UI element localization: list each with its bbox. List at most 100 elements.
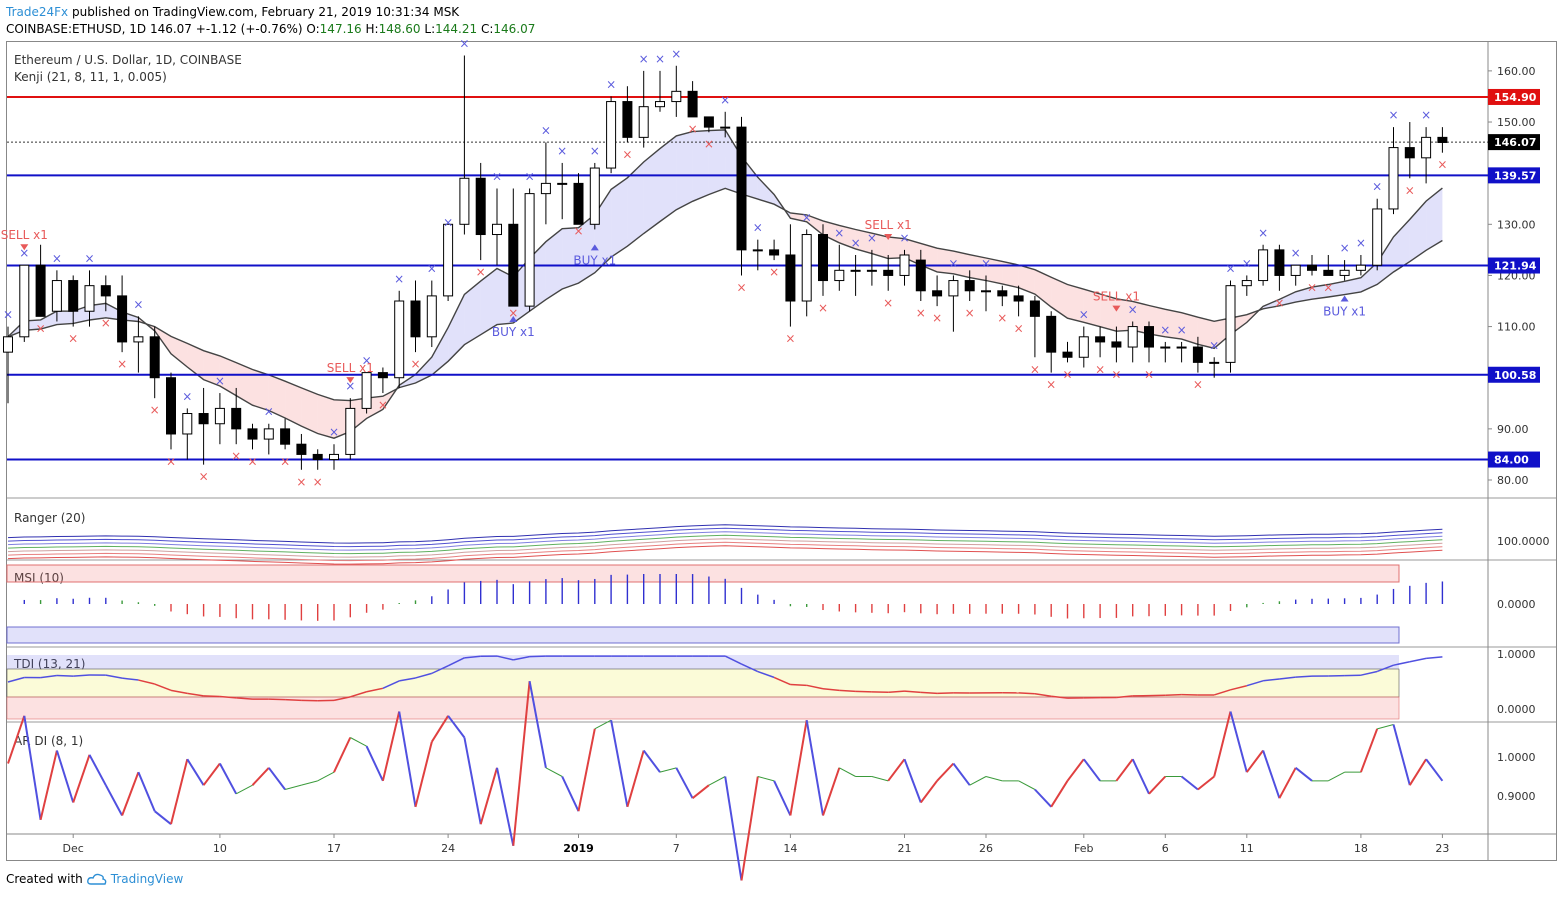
x-tick-label: 18 — [1354, 842, 1368, 855]
ardi-line-segment — [1246, 749, 1264, 773]
signal-x-marker: × — [476, 265, 486, 279]
close-label: C: — [480, 22, 494, 36]
publisher-name[interactable]: Trade24Fx — [6, 5, 69, 19]
kenji-band-fill — [187, 343, 204, 380]
kenji-band-fill — [1197, 317, 1215, 349]
tdi-line-segment — [839, 689, 856, 693]
ardi-line-segment — [561, 776, 580, 812]
kenji-band-fill — [660, 135, 677, 222]
kenji-band-fill — [268, 374, 286, 418]
ardi-axis-label-top: 1.0000 — [1497, 751, 1536, 764]
tdi-line-segment — [513, 655, 530, 661]
signal-x-marker: × — [704, 137, 714, 151]
signal-x-marker: × — [264, 405, 274, 419]
kenji-band-fill — [301, 387, 318, 434]
signal-x-marker: × — [231, 449, 241, 463]
y-tick-label: 130.00 — [1497, 218, 1536, 231]
kenji-band-fill — [1409, 201, 1427, 262]
signal-x-marker: × — [1079, 308, 1089, 322]
signal-x-marker: × — [1095, 362, 1105, 376]
tdi-line-segment — [724, 655, 742, 665]
msi-upper-zone — [6, 564, 1400, 583]
ardi-line-segment — [1295, 767, 1313, 782]
ardi-line-segment — [284, 784, 302, 790]
ardi-line-segment — [1034, 788, 1052, 808]
candle-body — [3, 336, 13, 353]
ardi-line-segment — [789, 719, 808, 816]
ardi-line-segment — [350, 737, 367, 747]
ardi-line-segment — [691, 784, 710, 799]
tdi-line-segment — [1165, 693, 1182, 696]
signal-x-marker: × — [606, 77, 616, 91]
tdi-line-segment — [920, 691, 938, 695]
tdi-line-segment — [7, 676, 25, 683]
tradingview-brand[interactable]: TradingView — [110, 872, 184, 886]
ardi-line-segment — [887, 758, 906, 782]
x-tick-label: 21 — [898, 842, 912, 855]
candle-body — [84, 285, 95, 312]
candle-body — [51, 280, 62, 312]
signal-x-marker: × — [997, 311, 1007, 325]
tdi-line-segment — [105, 674, 123, 679]
candle-body — [1372, 208, 1383, 266]
x-tick-label: 7 — [673, 842, 680, 855]
candle-body — [1078, 336, 1089, 358]
signal-x-marker: × — [899, 231, 909, 245]
tdi-line-segment — [56, 674, 74, 677]
kenji-band-fill — [1165, 309, 1182, 340]
candle-body — [1111, 341, 1122, 348]
ranger-line — [7, 524, 1443, 544]
ardi-line-segment — [447, 715, 466, 739]
level-badge-label: 84.00 — [1494, 454, 1529, 467]
kenji-band-fill — [1002, 261, 1019, 288]
buy-signal-label: BUY x1 — [492, 325, 535, 339]
tdi-line-segment — [170, 689, 188, 695]
ardi-line-segment — [920, 780, 938, 804]
candle-body — [1192, 346, 1203, 363]
ardi-line-segment — [39, 750, 58, 821]
kenji-band-fill — [236, 362, 253, 406]
buy-arrow-icon — [1340, 295, 1349, 302]
ardi-line-segment — [822, 767, 841, 816]
candle-body — [1029, 300, 1040, 317]
candle-body — [557, 182, 568, 185]
tdi-line-segment — [529, 655, 546, 658]
level-badge-label: 139.57 — [1494, 169, 1536, 182]
candle-body — [736, 126, 747, 251]
ranger-line — [7, 538, 1443, 558]
tdi-line-segment — [333, 696, 351, 702]
signal-x-marker: × — [36, 321, 46, 335]
signal-x-marker: × — [590, 144, 600, 158]
signal-x-marker: × — [1258, 226, 1268, 240]
candle-body — [1013, 295, 1024, 302]
open-label: O: — [306, 22, 320, 36]
buy-arrow-icon — [509, 316, 518, 323]
candle-body — [117, 295, 128, 343]
ardi-line-segment — [88, 754, 107, 786]
signal-x-marker: × — [117, 357, 127, 371]
ardi-line-segment — [545, 767, 563, 777]
tdi-line-segment — [1360, 670, 1378, 676]
tdi-line-segment — [399, 677, 416, 682]
ardi-line-segment — [805, 719, 824, 816]
kenji-band-fill — [252, 369, 269, 411]
level-badge — [1488, 451, 1540, 468]
ardi-line-segment — [104, 784, 123, 816]
signal-x-marker: × — [753, 221, 763, 235]
ardi-line-segment — [1359, 728, 1379, 773]
candle-body — [1355, 264, 1366, 271]
signal-x-marker: × — [688, 122, 698, 136]
candle-body — [1241, 280, 1252, 287]
signal-x-marker: × — [932, 311, 942, 325]
candle-body — [247, 428, 258, 440]
signal-x-marker: × — [443, 216, 453, 230]
candle-body — [475, 177, 486, 236]
candle-body — [1307, 264, 1317, 271]
last-price-header: 146.07 — [149, 22, 192, 36]
kenji-band-fill — [1279, 291, 1296, 306]
candle-body — [231, 407, 242, 430]
signal-x-marker: × — [345, 379, 355, 393]
tdi-axis-label-bottom: 0.0000 — [1497, 703, 1536, 716]
ardi-line-segment — [1197, 775, 1215, 791]
